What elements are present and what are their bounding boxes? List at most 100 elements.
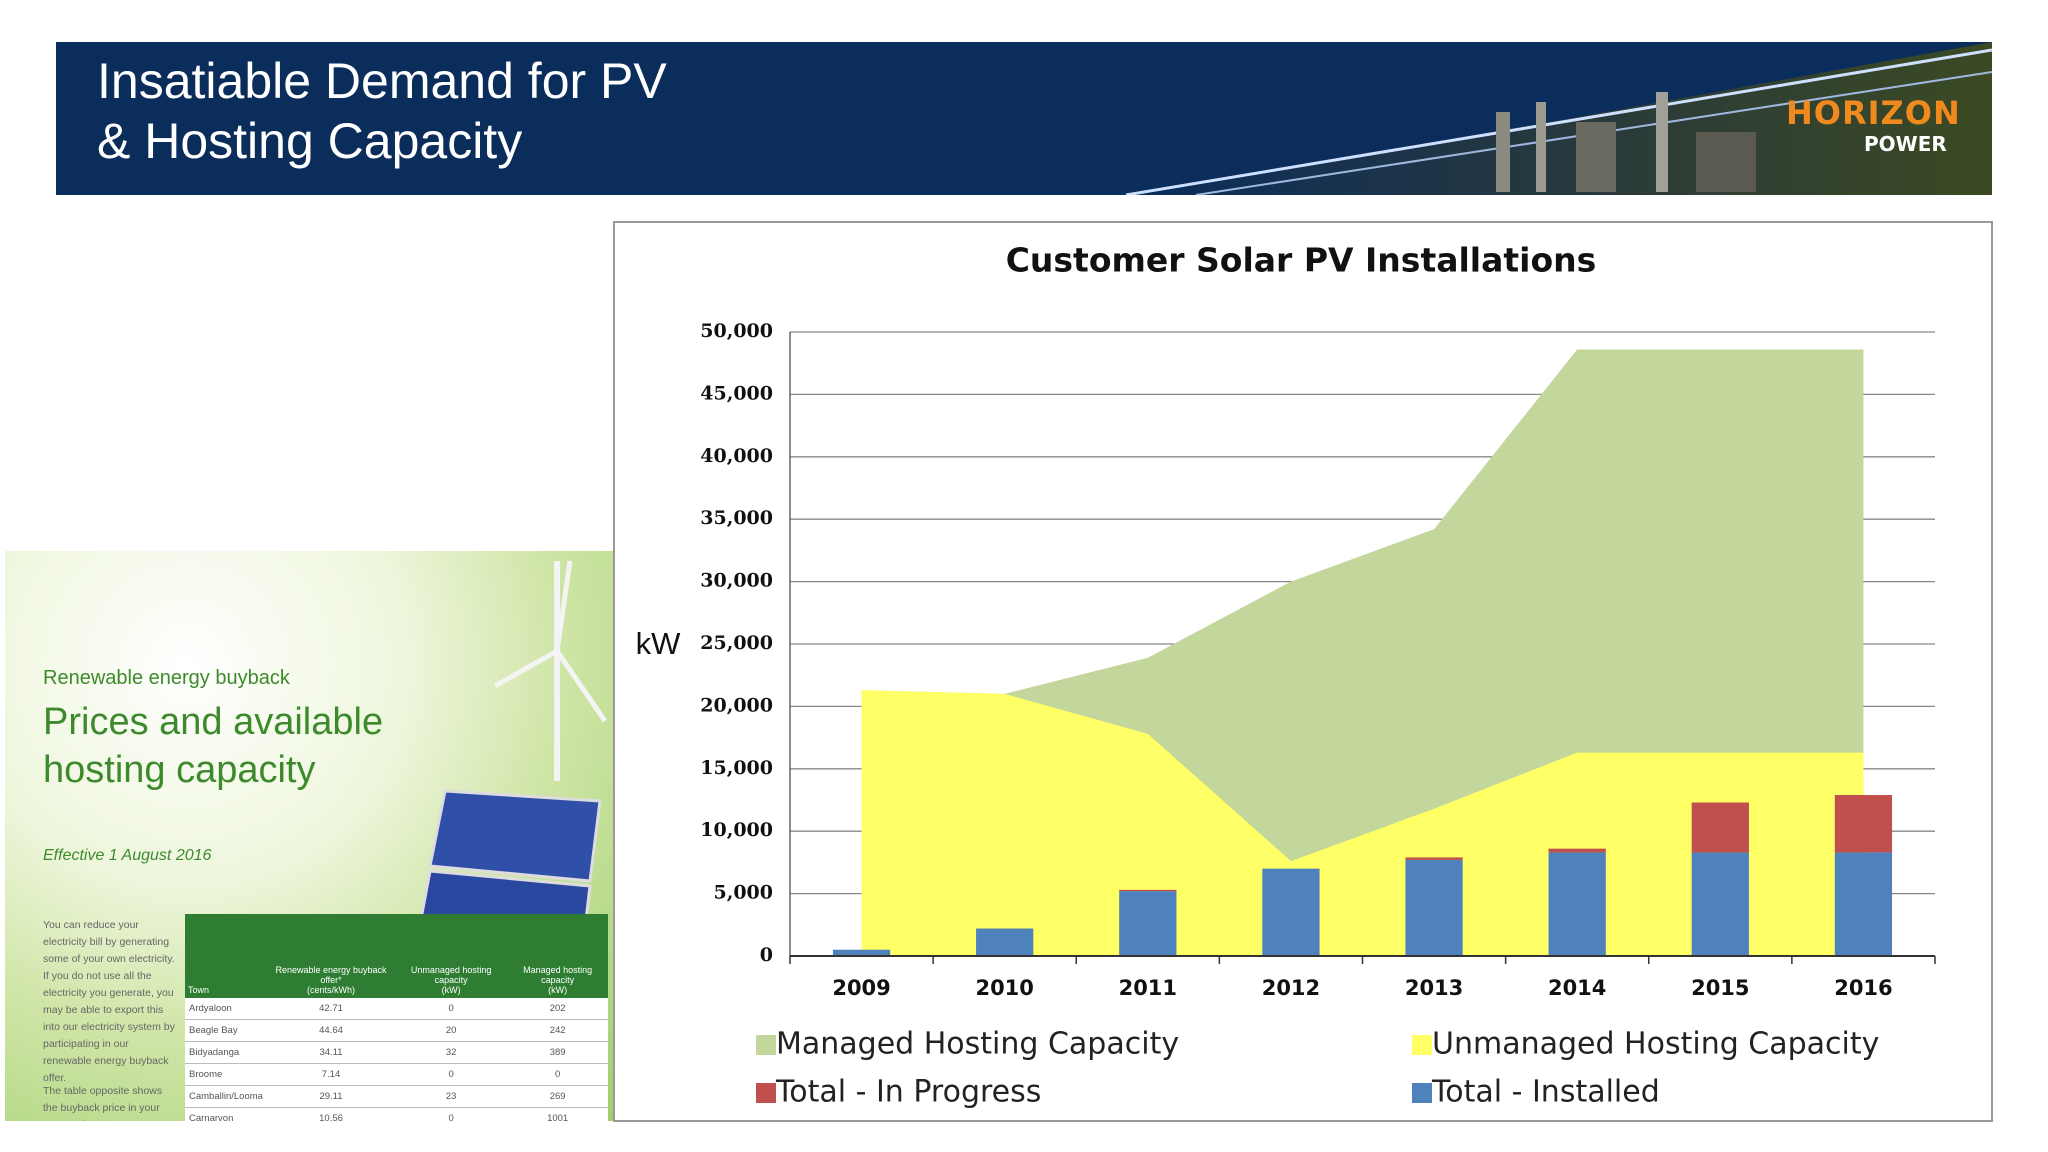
table-cell: 0 [395, 1063, 508, 1086]
header-band: Insatiable Demand for PV & Hosting Capac… [56, 42, 1992, 195]
y-tick-label: 50,000 [700, 320, 773, 342]
bar [1834, 795, 1893, 853]
logo: POWER [1864, 132, 1947, 156]
x-tick-label: 2016 [1834, 976, 1892, 1000]
legend-swatch [756, 1035, 776, 1055]
table-cell: 0 [395, 998, 508, 1020]
y-tick-label: 35,000 [700, 507, 773, 529]
column-header: Town [185, 914, 267, 998]
column-title: Town [188, 985, 210, 995]
brochure-image: Renewable energy buyback Prices and avai… [5, 551, 614, 1121]
bar [1548, 848, 1606, 853]
table-cell: 269 [507, 1085, 608, 1108]
column-unit: (kW) [441, 985, 461, 995]
body-text: You can reduce your electricity bill by … [43, 919, 175, 1084]
y-tick-label: 5,000 [714, 882, 774, 904]
y-tick-label: 15,000 [700, 757, 773, 779]
table-cell: 202 [507, 998, 608, 1020]
y-tick-label: 20,000 [700, 694, 773, 716]
column-title: Renewable energy buyback offer* [275, 965, 387, 985]
kicker: Renewable energy buyback [43, 667, 290, 689]
legend-label: Managed Hosting Capacity [776, 1027, 1179, 1062]
table-cell: 1001 [507, 1107, 608, 1121]
bar [1119, 889, 1177, 892]
x-tick-label: 2012 [1262, 976, 1320, 1000]
table-cell: 10.56 [266, 1107, 396, 1121]
column-header: Managed hosting capacity (kW) [507, 914, 608, 998]
area [861, 690, 1864, 956]
heading: Prices and available [43, 701, 384, 743]
bar [976, 928, 1034, 956]
y-axis-label: kW [636, 626, 682, 661]
bar [1119, 891, 1177, 956]
table-row: Carnarvon 10.56 0 1001 [185, 1107, 608, 1121]
plot-area [790, 332, 1935, 956]
table-cell: 29.11 [266, 1085, 396, 1108]
x-tick-label: 2014 [1548, 976, 1606, 1000]
y-tick-label: 45,000 [700, 382, 773, 404]
column-unit: (kW) [548, 985, 568, 995]
bar [1834, 852, 1893, 956]
legend-swatch [1412, 1083, 1432, 1103]
table-cell: Camballin/Looma [185, 1085, 267, 1108]
bar [832, 949, 891, 956]
table-row: Bidyadanga 34.11 32 389 [185, 1041, 608, 1064]
heading: hosting capacity [43, 749, 316, 791]
legend-label: Total - Installed [1431, 1075, 1660, 1110]
legend-label: Total - In Progress [775, 1075, 1041, 1110]
x-tick-label: 2013 [1405, 976, 1463, 1000]
column-title: Unmanaged hosting capacity [410, 965, 492, 985]
table-cell: Ardyaloon [185, 998, 267, 1020]
legend-swatch [1412, 1035, 1432, 1055]
table-row: Beagle Bay 44.64 20 242 [185, 1019, 608, 1042]
table-cell: 242 [507, 1019, 608, 1042]
x-tick-label: 2009 [832, 976, 890, 1000]
slide-title: Insatiable Demand for PV [97, 53, 667, 109]
table-row: Ardyaloon 42.71 0 202 [185, 998, 608, 1020]
table-cell: 42.71 [266, 998, 396, 1020]
y-tick-label: 10,000 [700, 819, 773, 841]
bar [1262, 868, 1320, 956]
table-cell: 44.64 [266, 1019, 396, 1042]
column-header: Renewable energy buyback offer* (cents/kW… [266, 914, 396, 998]
bar [1691, 852, 1749, 956]
table-cell: 20 [395, 1019, 508, 1042]
header-art [1125, 42, 1992, 195]
table-cell: Broome [185, 1063, 267, 1086]
body-text: The table opposite shows the buyback pri… [43, 1085, 163, 1121]
bar [1691, 802, 1749, 853]
chart-title: Customer Solar PV Installations [1006, 241, 1597, 280]
table-row: Camballin/Looma 29.11 23 269 [185, 1085, 608, 1108]
x-tick-label: 2015 [1691, 976, 1749, 1000]
area [861, 349, 1864, 956]
table-cell: 389 [507, 1041, 608, 1064]
effective-date: Effective 1 August 2016 [43, 847, 212, 864]
table-cell: 0 [395, 1107, 508, 1121]
price-table: Town Renewable energy buyback offer* (cent… [185, 914, 608, 1121]
column-unit: (cents/kWh) [306, 985, 355, 995]
logo: HORIZON [1786, 94, 1961, 132]
table-cell: 7.14 [266, 1063, 396, 1086]
bar [1548, 852, 1606, 956]
bar [1405, 857, 1463, 860]
table-header-row: Town Renewable energy buyback offer* (cent… [185, 914, 608, 998]
table-cell: 0 [507, 1063, 608, 1086]
table-row: Broome 7.14 0 0 [185, 1063, 608, 1086]
y-tick-label: 25,000 [700, 632, 773, 654]
x-tick-label: 2011 [1119, 976, 1177, 1000]
table-cell: 32 [395, 1041, 508, 1064]
column-header: Unmanaged hosting capacity (kW) [395, 914, 508, 998]
legend-label: Unmanaged Hosting Capacity [1432, 1027, 1879, 1062]
bar [1405, 859, 1463, 956]
table-cell: 34.11 [266, 1041, 396, 1064]
slide-title: & Hosting Capacity [97, 113, 523, 169]
column-title: Managed hosting capacity [523, 965, 593, 985]
table-cell: Beagle Bay [185, 1019, 267, 1042]
y-tick-label: 40,000 [700, 445, 773, 467]
chart-frame [613, 221, 1993, 1122]
legend-swatch [756, 1083, 776, 1103]
table-cell: Carnarvon [185, 1107, 267, 1121]
y-tick-label: 30,000 [700, 570, 773, 592]
table-cell: Bidyadanga [185, 1041, 267, 1064]
